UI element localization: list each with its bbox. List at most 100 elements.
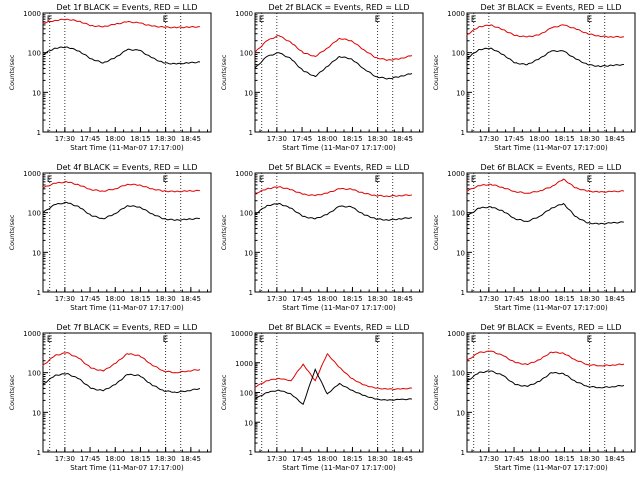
x-tick-label: 18:30: [156, 455, 176, 463]
y-axis-label: Counts/sec: [220, 374, 228, 410]
series-line-lld: [254, 352, 413, 391]
panel-det-6: Det 6f BLACK = Events, RED = LLD 1000 100 1…: [432, 163, 636, 312]
plot-frame: [42, 12, 212, 133]
y-axis-label: Counts/sec: [432, 214, 440, 250]
x-axis-label: Start Time (11-Mar-07 17:17:00): [494, 144, 608, 152]
x-tick-label: 18:15: [342, 455, 362, 463]
y-axis-label: Counts/sec: [432, 54, 440, 90]
event-marker-label: E: [47, 335, 53, 345]
panel-det-8: Det 8f BLACK = Events, RED = LLD 10000 100…: [220, 323, 424, 472]
x-tick-label: 18:30: [156, 295, 176, 303]
x-tick-label: 17:30: [479, 455, 499, 463]
series-line-events: [466, 47, 624, 68]
event-marker-label: E: [259, 175, 265, 185]
plot-frame: [254, 172, 424, 293]
y-tick-label: 1000: [235, 10, 253, 18]
event-marker-label: E: [587, 175, 593, 185]
event-marker-label: E: [259, 335, 265, 345]
y-tick-label: 10: [32, 89, 41, 97]
series-line-events: [254, 52, 413, 80]
x-axis-label: Start Time (11-Mar-07 17:17:00): [70, 144, 184, 152]
plot-frame: [254, 12, 424, 133]
event-marker-label: E: [471, 335, 477, 345]
y-tick-label: 1: [461, 289, 465, 297]
x-tick-label: 18:45: [605, 135, 625, 143]
series-line-lld: [254, 186, 413, 198]
y-axis-label: Counts/sec: [432, 374, 440, 410]
x-tick-label: 18:15: [554, 295, 574, 303]
panel-det-1: Det 1f BLACK = Events, RED = LLD 1000 100 1…: [8, 3, 212, 152]
event-marker-label: E: [47, 15, 53, 25]
x-axis-label: Start Time (11-Mar-07 17:17:00): [70, 304, 184, 312]
event-marker-label: E: [587, 15, 593, 25]
panel-det-9: Det 9f BLACK = Events, RED = LLD 1000 100 1…: [432, 323, 636, 472]
x-tick-label: 17:45: [504, 135, 524, 143]
x-tick-label: 18:45: [393, 455, 413, 463]
x-tick-label: 18:00: [529, 135, 549, 143]
panel-title: Det 7f BLACK = Events, RED = LLD: [56, 323, 197, 332]
y-tick-label: 1: [37, 129, 41, 137]
x-tick-label: 18:15: [130, 455, 150, 463]
x-tick-label: 17:45: [80, 295, 100, 303]
series-line-events: [254, 368, 412, 406]
event-marker-label: E: [163, 175, 169, 185]
event-marker-label: E: [163, 15, 169, 25]
y-tick-label: 10: [244, 249, 253, 257]
x-tick-label: 18:45: [181, 295, 201, 303]
y-tick-label: 100: [452, 370, 465, 378]
y-tick-label: 10: [32, 249, 41, 257]
x-axis-label: Start Time (11-Mar-07 17:17:00): [282, 144, 396, 152]
plot-frame: [466, 12, 636, 133]
y-tick-label: 1000: [235, 170, 253, 178]
y-tick-label: 10: [456, 409, 465, 417]
x-tick-label: 17:45: [504, 295, 524, 303]
y-tick-label: 10: [32, 409, 41, 417]
x-tick-label: 18:45: [605, 295, 625, 303]
series-line-lld: [42, 352, 201, 374]
x-tick-label: 18:45: [181, 455, 201, 463]
y-tick-label: 100: [240, 210, 253, 218]
event-marker-label: E: [471, 15, 477, 25]
x-tick-label: 18:30: [368, 295, 388, 303]
x-tick-label: 18:00: [105, 455, 125, 463]
x-tick-label: 18:15: [342, 295, 362, 303]
y-tick-label: 1000: [23, 170, 41, 178]
plot-frame: [254, 332, 424, 453]
x-axis-label: Start Time (11-Mar-07 17:17:00): [282, 304, 396, 312]
x-tick-label: 18:00: [317, 455, 337, 463]
x-tick-label: 17:45: [80, 135, 100, 143]
series-line-events: [42, 201, 201, 221]
series-line-lld: [254, 35, 413, 61]
panel-det-7: Det 7f BLACK = Events, RED = LLD 1000 100 1…: [8, 323, 212, 472]
y-tick-label: 1000: [23, 10, 41, 18]
x-tick-label: 18:15: [554, 135, 574, 143]
y-tick-label: 10: [456, 89, 465, 97]
x-tick-label: 18:30: [580, 455, 600, 463]
event-marker-label: E: [587, 335, 593, 345]
panel-title: Det 9f BLACK = Events, RED = LLD: [480, 323, 621, 332]
event-marker-label: E: [375, 175, 381, 185]
y-axis-label: Counts/sec: [220, 214, 228, 250]
panel-title: Det 3f BLACK = Events, RED = LLD: [480, 3, 621, 12]
y-tick-label: 1: [249, 129, 253, 137]
panel-det-3: Det 3f BLACK = Events, RED = LLD 1000 100 1…: [432, 3, 636, 152]
x-tick-label: 18:00: [317, 295, 337, 303]
x-tick-label: 17:30: [267, 455, 287, 463]
y-tick-label: 100: [240, 390, 253, 398]
x-tick-label: 17:30: [55, 135, 75, 143]
x-tick-label: 17:45: [80, 455, 100, 463]
y-axis-label: Counts/sec: [8, 214, 16, 250]
x-tick-label: 17:30: [267, 295, 287, 303]
panel-det-4: Det 4f BLACK = Events, RED = LLD 1000 100 1…: [8, 163, 212, 312]
panel-det-2: Det 2f BLACK = Events, RED = LLD 1000 100 1…: [220, 3, 424, 152]
x-tick-label: 18:00: [529, 455, 549, 463]
x-tick-label: 18:30: [368, 135, 388, 143]
panel-title: Det 4f BLACK = Events, RED = LLD: [56, 163, 197, 172]
y-axis-label: Counts/sec: [220, 54, 228, 90]
event-marker-label: E: [47, 175, 53, 185]
x-tick-label: 18:45: [393, 295, 413, 303]
y-tick-label: 1: [461, 129, 465, 137]
plot-frame: [466, 172, 636, 293]
y-tick-label: 100: [452, 210, 465, 218]
